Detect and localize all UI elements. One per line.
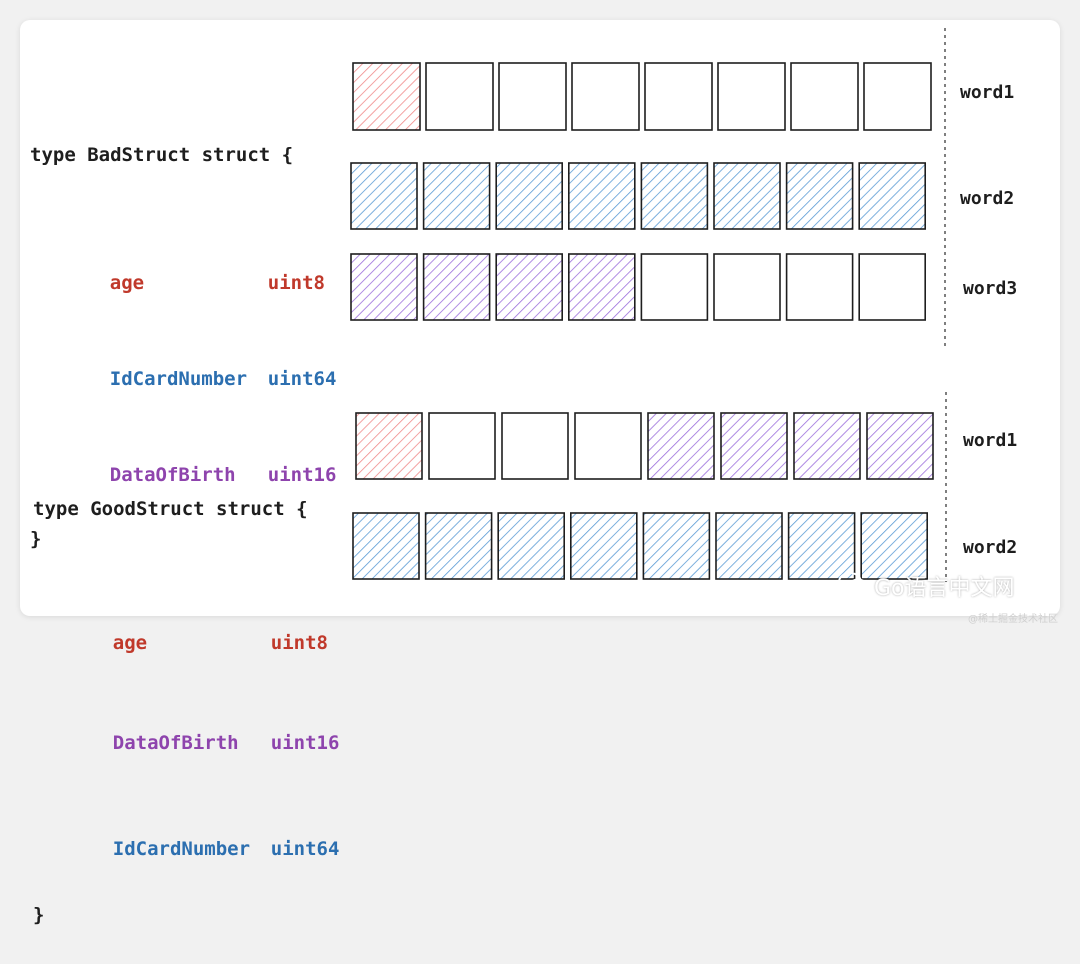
good-field-age: age uint8 — [33, 592, 339, 654]
bad-word1-byte-3-empty — [498, 62, 567, 131]
watermark: Go语言中文网 @稀土掘金技术社区 — [838, 570, 1058, 625]
watermark-text: Go语言中文网 — [874, 576, 1015, 601]
bad-word1-byte-2-empty — [425, 62, 494, 131]
field-type: uint8 — [270, 632, 328, 654]
good-word1-byte-2-empty — [428, 412, 496, 480]
memory-layout-diagram — [350, 28, 947, 582]
bad-word2-byte-4-blue — [567, 162, 636, 230]
good-struct-close: } — [33, 904, 45, 926]
good-word2-byte-8-blue — [860, 512, 929, 580]
good-field-idcard: IdCardNumber uint64 — [33, 798, 340, 860]
bad-word2-byte-7-blue — [785, 162, 854, 230]
good-word2-byte-1-blue — [352, 512, 420, 580]
bad-field-idcard: IdCardNumber uint64 — [30, 331, 337, 390]
bad-word1-label: word1 — [960, 82, 1015, 103]
field-name: age — [112, 632, 148, 654]
good-word1-label: word1 — [963, 430, 1018, 451]
field-name: DataOfBirth — [109, 464, 236, 486]
bad-word1-byte-7-empty — [790, 62, 859, 131]
good-word1-byte-7-purple — [793, 412, 861, 480]
good-word1-byte-6-purple — [720, 412, 788, 480]
field-type: uint16 — [267, 464, 337, 486]
bad-struct-open: type BadStruct struct { — [30, 144, 294, 166]
bad-word3-byte-6-empty — [713, 253, 781, 321]
bad-word1-byte-6-empty — [717, 62, 786, 131]
bad-word2-byte-2-blue — [422, 162, 491, 230]
good-word2-byte-6-blue — [715, 512, 783, 580]
field-type: uint16 — [270, 732, 340, 754]
field-name: DataOfBirth — [112, 732, 239, 754]
bad-word3-byte-7-empty — [785, 253, 854, 321]
bad-word2-byte-5-blue — [640, 162, 709, 230]
bad-word2-label: word2 — [960, 188, 1015, 209]
good-word2-byte-4-blue — [569, 512, 638, 580]
field-type: uint64 — [267, 368, 337, 390]
bad-struct-code: type BadStruct struct { age uint8 IdCardN… — [30, 75, 336, 587]
good-word2-label: word2 — [963, 537, 1018, 558]
good-word1-byte-3-empty — [501, 412, 569, 480]
good-word2-byte-2-blue — [424, 512, 493, 580]
field-name: IdCardNumber — [109, 368, 248, 390]
bad-word3-byte-1-purple — [350, 253, 418, 321]
good-word1-byte-5-purple — [647, 412, 715, 480]
bad-word3-label: word3 — [963, 278, 1018, 299]
good-field-birth: DataOfBirth uint16 — [33, 692, 340, 754]
bad-field-birth: DataOfBirth uint16 — [30, 427, 337, 486]
bad-word2-byte-1-blue — [350, 162, 418, 230]
field-type: uint8 — [267, 272, 325, 294]
watermark-sub: @稀土掘金技术社区 — [968, 614, 1058, 625]
good-word2-byte-5-blue — [642, 512, 711, 580]
good-word2-byte-7-blue — [787, 512, 856, 580]
good-word1-byte-8-purple — [866, 412, 934, 480]
wechat-icon — [838, 571, 868, 601]
bad-word3-byte-8-empty — [858, 253, 927, 321]
bad-word1-byte-8-empty — [863, 62, 932, 131]
bad-word2-byte-3-blue — [495, 162, 564, 230]
bad-word1-byte-4-empty — [571, 62, 640, 131]
good-word2-byte-3-blue — [497, 512, 566, 580]
bad-word2-byte-6-blue — [713, 162, 781, 230]
good-word1-byte-4-empty — [574, 412, 642, 480]
bad-word3-byte-4-purple — [567, 253, 636, 321]
field-name: age — [109, 272, 145, 294]
bad-word3-byte-3-purple — [495, 253, 564, 321]
bad-struct-close: } — [30, 528, 42, 550]
good-struct-code: type GoodStruct struct { age uint8 DataOf… — [33, 424, 339, 964]
bad-word2-byte-8-blue — [858, 162, 927, 230]
field-name: IdCardNumber — [112, 838, 251, 860]
good-word1-byte-1-red — [355, 412, 423, 480]
bad-word3-byte-5-empty — [640, 253, 709, 321]
field-type: uint64 — [270, 838, 340, 860]
bad-word1-byte-5-empty — [644, 62, 713, 131]
bad-field-age: age uint8 — [30, 235, 336, 294]
good-struct-open: type GoodStruct struct { — [33, 498, 308, 520]
bad-word1-byte-1-red — [352, 62, 421, 131]
bad-word3-byte-2-purple — [422, 253, 491, 321]
